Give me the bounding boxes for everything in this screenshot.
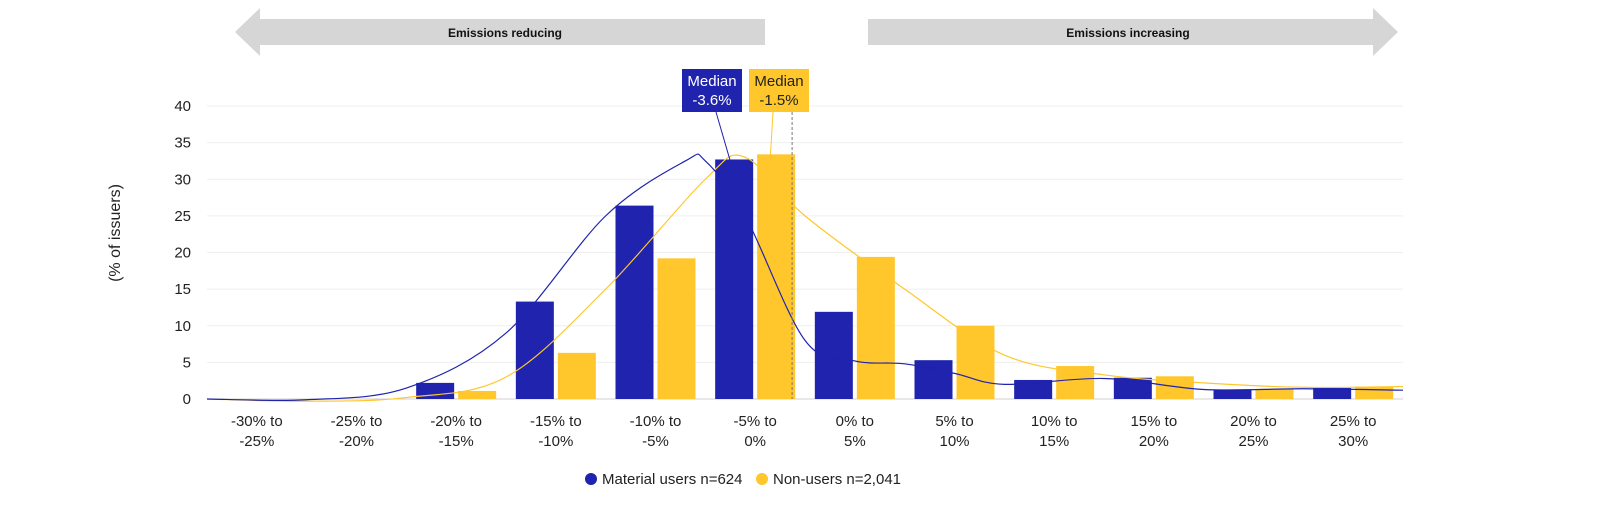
bar-non-users-5	[757, 154, 796, 399]
bar-material-users-6	[814, 311, 853, 399]
x-axis-labels: -30% to -25% -25% to -20% -20% to -15% -15% to…	[231, 413, 1377, 450]
y-tick-label-15: 15	[174, 281, 191, 298]
x-tick-label-5-0: -5% to	[733, 413, 776, 430]
bar-non-users-2	[458, 390, 497, 399]
y-tick-label-0: 0	[183, 391, 191, 408]
y-tick-label-20: 20	[174, 245, 191, 262]
arrow-left-label: Emissions reducing	[448, 26, 562, 40]
arrow-left-shape	[235, 8, 765, 56]
x-tick-label-3-1: -10%	[538, 433, 573, 450]
bar-non-users-6	[856, 256, 895, 399]
y-tick-label-40: 40	[174, 98, 191, 115]
bar-non-users-3	[557, 352, 596, 399]
x-tick-label-6-0: 0% to	[836, 413, 874, 430]
y-tick-label-5: 5	[183, 354, 191, 371]
median-markers: Median -3.6% Median -1.5%	[682, 69, 809, 399]
arrow-right-label: Emissions increasing	[1066, 26, 1189, 40]
x-tick-label-0-0: -30% to	[231, 413, 283, 430]
median-box-non-users	[749, 69, 809, 112]
x-tick-label-6-1: 5%	[844, 433, 866, 450]
arrow-right-shape	[868, 8, 1398, 56]
x-tick-label-9-0: 15% to	[1130, 413, 1177, 430]
x-tick-label-3-0: -15% to	[530, 413, 582, 430]
x-tick-label-0-1: -25%	[239, 433, 274, 450]
x-tick-label-11-1: 30%	[1338, 433, 1368, 450]
bars	[416, 154, 1394, 399]
median-label-non-users-0: Median	[754, 73, 803, 90]
y-tick-label-30: 30	[174, 171, 191, 188]
bar-material-users-11	[1313, 388, 1352, 399]
x-tick-label-8-0: 10% to	[1031, 413, 1078, 430]
legend-label-non-users: Non-users n=2,041	[773, 471, 901, 488]
curve-material-users	[206, 153, 1404, 402]
grid-lines	[207, 105, 1403, 400]
x-tick-label-8-1: 15%	[1039, 433, 1069, 450]
legend-label-material-users: Material users n=624	[602, 471, 743, 488]
x-tick-label-11-0: 25% to	[1330, 413, 1377, 430]
bar-non-users-7	[956, 325, 995, 399]
x-tick-label-1-1: -20%	[339, 433, 374, 450]
bar-material-users-4	[615, 205, 654, 399]
curve-non-users	[206, 154, 1404, 402]
legend-marker-non-users	[756, 473, 768, 485]
x-tick-label-1-0: -25% to	[331, 413, 383, 430]
x-tick-label-2-0: -20% to	[430, 413, 482, 430]
median-connector-non-users	[769, 111, 774, 161]
bar-non-users-4	[657, 258, 696, 399]
y-axis-ticks: 0 5 10 15 20 25 30 35 40	[174, 98, 191, 408]
x-tick-label-10-0: 20% to	[1230, 413, 1277, 430]
bar-material-users-3	[515, 301, 554, 399]
density-curves	[206, 153, 1404, 402]
x-tick-label-7-1: 10%	[939, 433, 969, 450]
bar-material-users-5	[715, 159, 754, 399]
median-box-material-users	[682, 69, 742, 112]
y-tick-label-25: 25	[174, 208, 191, 225]
x-tick-label-5-1: 0%	[744, 433, 766, 450]
direction-arrows: Emissions reducing Emissions increasing	[235, 8, 1398, 56]
median-label-non-users-1: -1.5%	[759, 92, 798, 109]
x-tick-label-7-0: 5% to	[935, 413, 973, 430]
median-label-material-users-0: Median	[687, 73, 736, 90]
bar-non-users-10	[1255, 389, 1294, 399]
bar-material-users-9	[1113, 377, 1152, 399]
bar-material-users-10	[1213, 389, 1252, 399]
legend-marker-material-users	[585, 473, 597, 485]
x-tick-label-4-0: -10% to	[630, 413, 682, 430]
bar-material-users-2	[416, 382, 455, 399]
y-axis-title: (% of issuers)	[107, 184, 124, 282]
bar-non-users-11	[1355, 386, 1394, 399]
legend: Material users n=624 Non-users n=2,041	[585, 471, 901, 488]
y-tick-label-10: 10	[174, 318, 191, 335]
median-connector-material-users	[715, 111, 731, 162]
y-tick-label-35: 35	[174, 135, 191, 152]
x-tick-label-2-1: -15%	[439, 433, 474, 450]
x-tick-label-9-1: 20%	[1139, 433, 1169, 450]
x-tick-label-4-1: -5%	[642, 433, 669, 450]
x-tick-label-10-1: 25%	[1238, 433, 1268, 450]
median-label-material-users-1: -3.6%	[692, 92, 731, 109]
bar-material-users-8	[1014, 379, 1053, 399]
